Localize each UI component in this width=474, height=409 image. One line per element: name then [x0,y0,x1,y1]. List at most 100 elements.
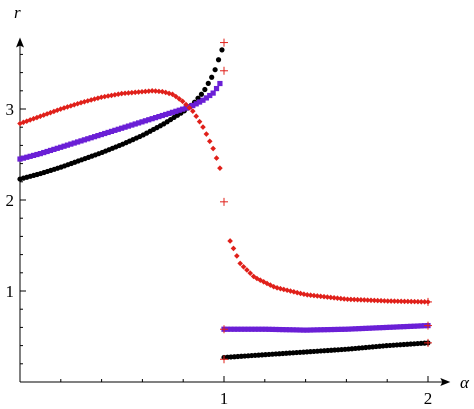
series-3-point [311,292,317,299]
series-2-point [51,146,57,152]
series-2-point [85,136,91,142]
series-3-point [240,263,247,270]
series-3-point [411,298,418,305]
series-3-point [190,108,196,114]
series-3-point [40,112,47,118]
series-2-point [176,107,182,113]
series-2-point [47,147,54,154]
series-2-point [342,326,348,332]
series-2-point [311,327,317,333]
series-2-point [415,323,421,329]
y-axis-label: r [14,3,21,22]
series-2-point [335,326,341,333]
series-2-point [91,134,98,140]
y-tick-label: 1 [6,282,15,301]
series-2-point [75,139,81,145]
series-3-point [244,267,250,273]
series-1-point [212,67,218,73]
series-2-point [20,155,26,161]
series-3-point [44,111,50,117]
series-2-point [27,153,33,159]
plus-marker [220,38,228,47]
series-3-point [344,296,351,303]
series-2-point [383,324,390,331]
series-3-point [418,298,425,305]
series-2-point [363,325,369,331]
series-2-point [307,327,314,333]
series-3-point [324,294,331,300]
series-1-point [202,86,208,93]
series-3-point [381,298,388,304]
series-3-point [152,88,159,94]
series-2-point [54,145,60,151]
series-2-point [98,131,104,138]
series-2-point [370,325,376,331]
series-2-point [235,326,241,332]
series-2-point [95,133,101,139]
series-2-point [349,326,355,332]
series-2-point [242,326,248,332]
series-3-point [321,293,327,300]
series-2-point [135,120,142,126]
series-2-point [112,127,118,133]
series-2-point [183,105,189,111]
series-2-point [245,326,251,332]
series-2-point [376,325,383,331]
series-3-point [264,280,270,287]
series-1-point [219,47,225,53]
series-2-point [207,92,213,99]
series-2-point [280,327,286,333]
series-2-point [163,111,169,118]
series-2-point [356,326,362,332]
series-2-point [61,143,67,149]
series-3-point [179,98,186,105]
series-2-point [401,324,407,330]
plus-marker [424,297,432,306]
series-2-point [380,324,386,331]
series-3-point [173,93,179,100]
series-2-point [41,149,47,156]
x-tick-label: 2 [424,389,433,408]
series-3-point [186,105,193,111]
series-2-point [366,325,372,331]
series-3-point [176,96,183,102]
series-2-point [102,130,108,137]
series-2-point [359,325,365,332]
series-2-point [68,141,74,147]
series-2-point [173,108,179,114]
plus-marker [220,355,228,364]
series-2-point [58,144,64,150]
series-2-point [287,327,293,333]
series-2-point [397,324,403,330]
series-3-point [230,245,237,252]
series-3-point [391,298,398,304]
series-3-point [254,275,260,282]
series-3-point [132,89,139,96]
series-3-point [159,88,166,95]
series-3-point [405,298,411,305]
series-3-point [145,88,152,94]
series-2-point [81,137,87,143]
series-3-point [210,145,216,152]
series-2-point [352,326,358,332]
series-3-point [260,278,267,285]
series-3-point [408,298,415,305]
series-2-point [252,326,258,332]
series-2-point [297,327,303,333]
x-axis-label: α [460,373,470,392]
x-axis-arrow [440,378,451,386]
series-3-point [122,90,128,97]
series-2-point [64,142,71,148]
series-2-point [180,106,186,112]
x-tick-label: 1 [220,389,229,408]
series-2-point [332,326,338,333]
series-3-point [354,296,361,303]
y-tick-label: 2 [6,191,15,210]
series-2-point [325,327,331,333]
series-2-point [408,323,414,329]
series-2-point [262,326,269,332]
series-3-point [388,298,394,304]
series-2-point [228,326,234,332]
series-2-point [328,326,334,333]
